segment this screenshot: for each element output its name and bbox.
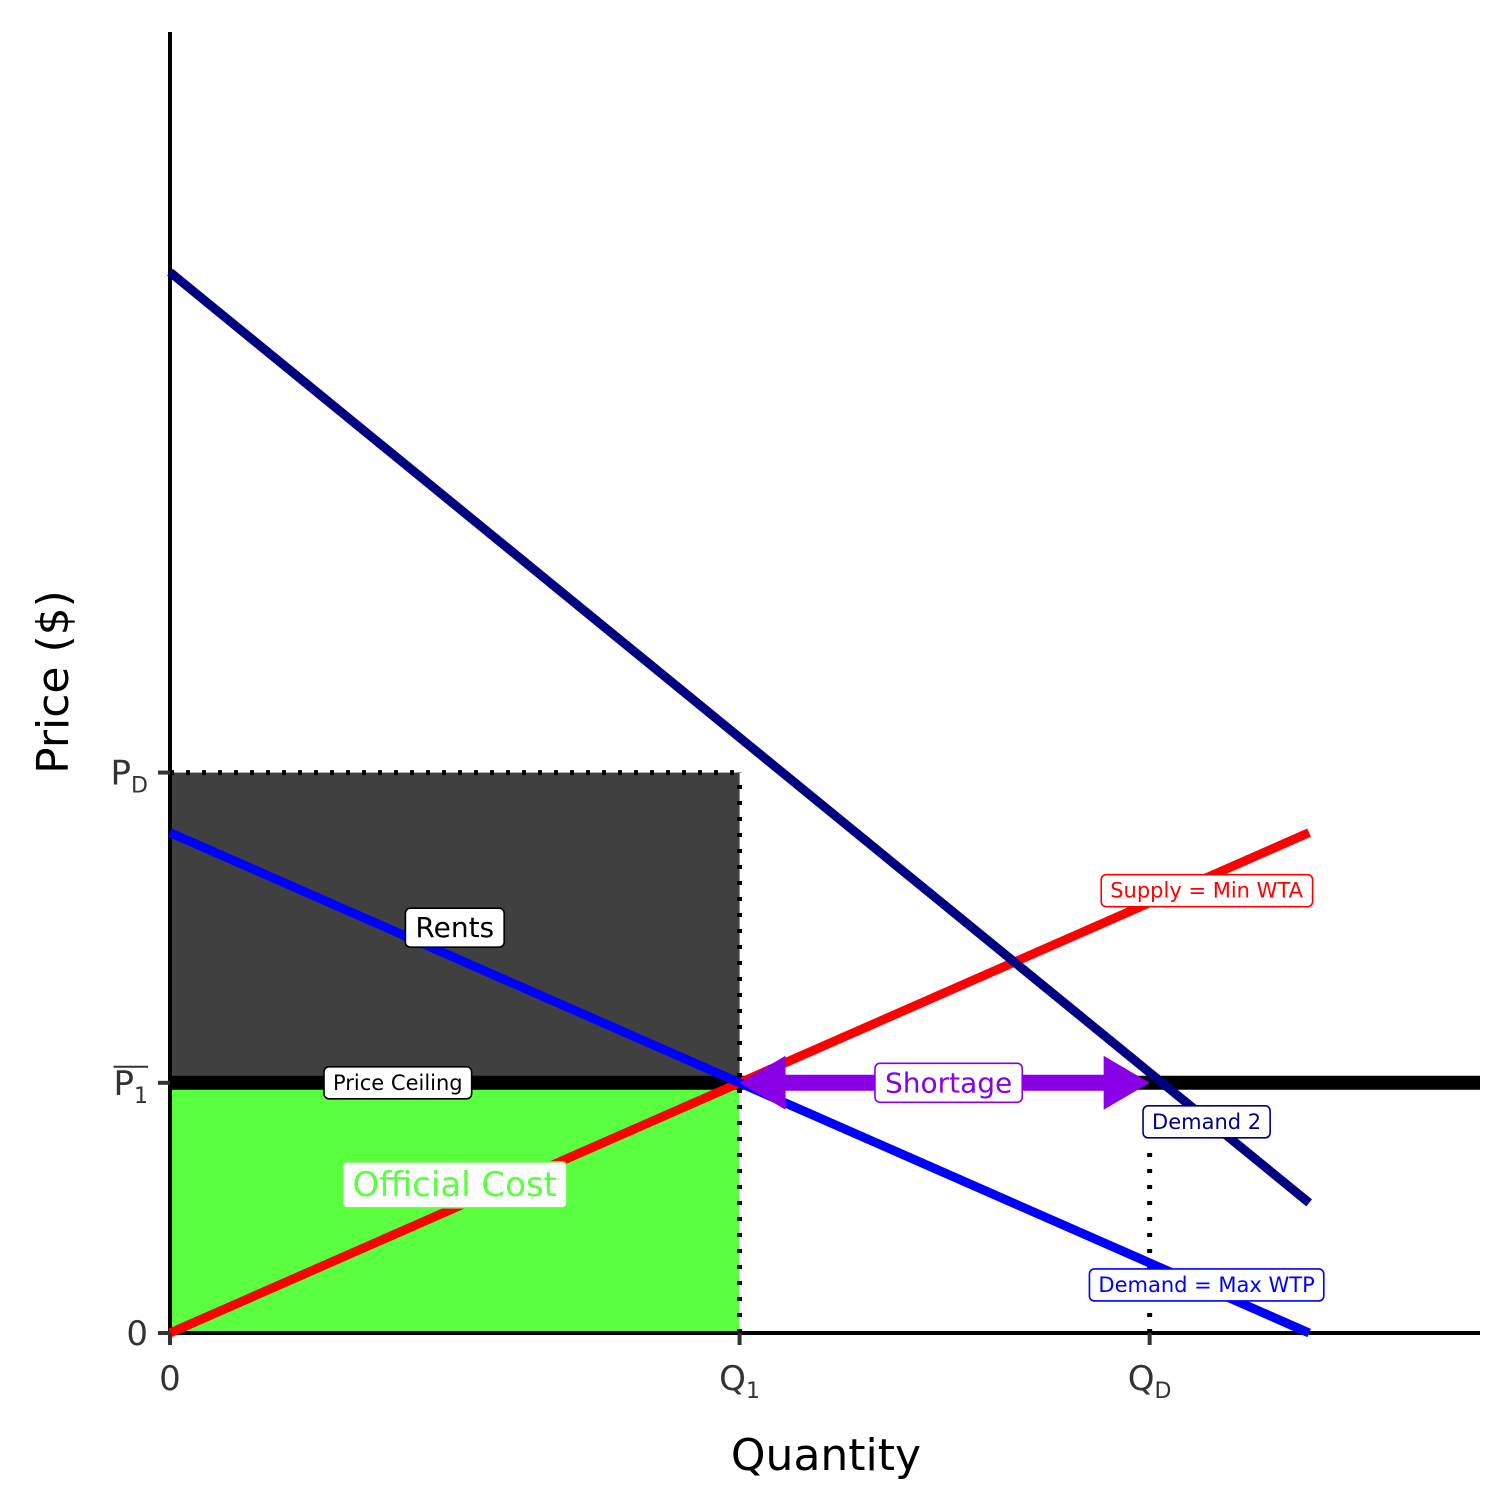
shortage-arrowhead-left (739, 1055, 786, 1110)
label-official-cost-box (341, 1161, 568, 1209)
ticks-layer: 0 Q1 QD 0 P1 PD (111, 754, 1172, 1404)
label-rents: Rents (404, 907, 505, 948)
y-tick-label-0: 0 (126, 1314, 148, 1354)
label-official-cost-text: Official Cost (353, 1165, 557, 1205)
label-demand-2: Demand 2 (1142, 1105, 1271, 1139)
label-shortage-text: Shortage (885, 1066, 1012, 1099)
label-price-ceiling-box (323, 1066, 473, 1100)
labels-layer: Rents Official Cost Price Ceiling Supply = … (323, 873, 1325, 1302)
label-shortage-box (874, 1062, 1024, 1104)
label-rents-text: Rents (415, 911, 494, 944)
y-tick-label-pd: PD (111, 754, 148, 799)
y-axis-title: Price ($) (28, 590, 79, 774)
axes-layer (168, 32, 1480, 1335)
label-demand-max-wtp: Demand = Max WTP (1088, 1268, 1325, 1302)
areas-layer (170, 772, 740, 1333)
label-rents-box (404, 907, 505, 948)
label-price-ceiling-text: Price Ceiling (333, 1071, 463, 1095)
x-axis-title: Quantity (731, 1430, 921, 1481)
demand-line (168, 828, 1311, 1338)
shortage-arrowhead-right (1103, 1055, 1150, 1110)
x-tick-label-0: 0 (159, 1359, 181, 1399)
label-demand-2-text: Demand 2 (1152, 1110, 1261, 1134)
x-tick-label-qd: QD (1128, 1359, 1172, 1404)
label-demand-2-box (1142, 1105, 1271, 1139)
y-tick-label-p1: P1 (113, 1064, 148, 1109)
label-supply-min-wta-text: Supply = Min WTA (1110, 879, 1303, 903)
x-tick-label-q1: Q1 (719, 1359, 760, 1404)
label-supply-min-wta: Supply = Min WTA (1100, 873, 1314, 908)
label-supply-min-wta-box (1100, 873, 1314, 908)
demand-2-line (167, 268, 1312, 1207)
label-price-ceiling: Price Ceiling (323, 1066, 473, 1100)
guides-layer (170, 770, 1153, 1333)
label-demand-max-wtp-box (1088, 1268, 1325, 1302)
label-shortage: Shortage (874, 1062, 1024, 1104)
label-demand-max-wtp-text: Demand = Max WTP (1098, 1273, 1314, 1297)
label-official-cost: Official Cost (341, 1161, 568, 1209)
